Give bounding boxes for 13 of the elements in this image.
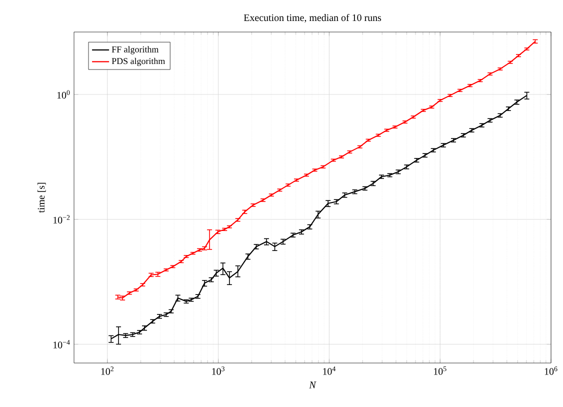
legend-label: FF algorithm [112, 46, 159, 54]
y-tick-label: 10$^{−4}$ [53, 340, 70, 348]
x-axis-title: N [309, 382, 316, 388]
legend-label: PDS algorithm [112, 58, 166, 66]
y-tick-label: 10$^{0}$ [57, 90, 70, 99]
chart-title: Execution time, median of 10 runs [244, 14, 382, 22]
x-tick-label: 10$^{4}$ [323, 366, 336, 375]
x-tick-label: 10$^{2}$ [101, 366, 114, 375]
y-axis-title: time [s] [38, 182, 46, 213]
x-tick-label: 10$^{5}$ [434, 366, 446, 375]
y-tick-label: 10$^{−2}$ [53, 215, 70, 224]
x-tick-label: 10$^{6}$ [544, 366, 558, 375]
x-tick-label: 10$^{3}$ [212, 366, 225, 375]
